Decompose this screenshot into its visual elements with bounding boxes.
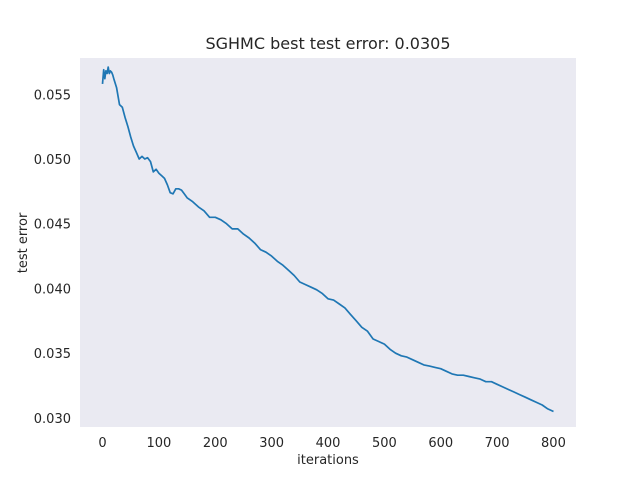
y-axis-label: test error <box>16 212 31 273</box>
chart-title: SGHMC best test error: 0.0305 <box>205 34 450 53</box>
y-tick-label: 0.035 <box>34 347 71 362</box>
x-axis-label: iterations <box>297 453 359 468</box>
y-axis-ticks: 0.030 0.035 0.040 0.045 0.050 0.055 <box>34 88 71 427</box>
y-tick-label: 0.030 <box>34 412 71 427</box>
series-line <box>101 66 554 413</box>
y-tick-label: 0.055 <box>34 88 71 103</box>
x-tick-label: 400 <box>316 436 341 451</box>
x-tick-label: 500 <box>372 436 397 451</box>
x-axis-ticks: 0 100 200 300 400 500 600 700 800 <box>98 436 565 451</box>
x-tick-label: 200 <box>203 436 228 451</box>
y-tick-label: 0.045 <box>34 218 71 233</box>
x-tick-label: 300 <box>259 436 284 451</box>
y-tick-label: 0.040 <box>34 282 71 297</box>
x-tick-label: 100 <box>146 436 171 451</box>
y-tick-label: 0.050 <box>34 153 71 168</box>
x-tick-label: 700 <box>485 436 510 451</box>
x-tick-label: 800 <box>541 436 566 451</box>
x-tick-label: 600 <box>428 436 453 451</box>
x-tick-label: 0 <box>98 436 106 451</box>
series-layer <box>101 66 554 413</box>
plot-area <box>80 58 576 427</box>
